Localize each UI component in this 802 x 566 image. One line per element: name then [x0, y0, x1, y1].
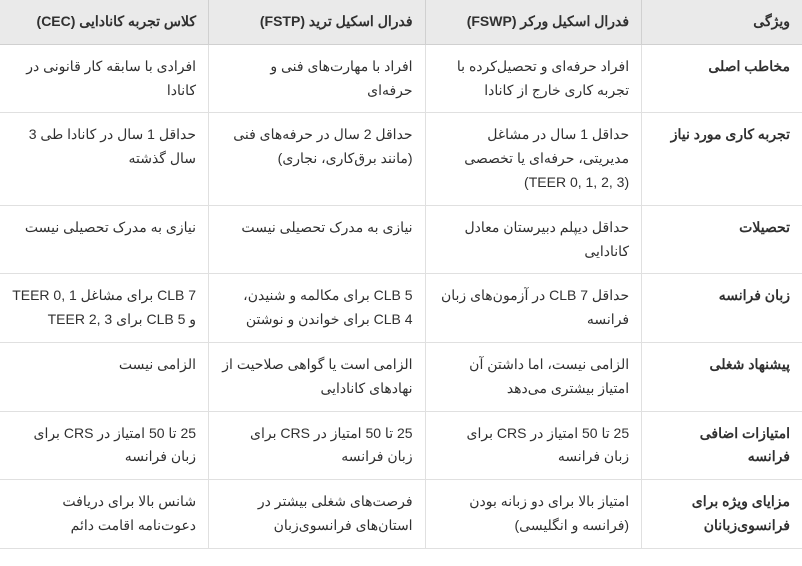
- cell-fstp: الزامی است یا گواهی صلاحیت از نهادهای کا…: [209, 342, 426, 411]
- table-row: تحصیلات حداقل دیپلم دبیرستان معادل کاناد…: [0, 205, 802, 274]
- cell-fswp: 25 تا 50 امتیاز در CRS برای زبان فرانسه: [425, 411, 642, 480]
- table-row: مخاطب اصلی افراد حرفه‌ای و تحصیل‌کرده با…: [0, 44, 802, 113]
- cell-fswp: افراد حرفه‌ای و تحصیل‌کرده با تجربه کاری…: [425, 44, 642, 113]
- row-label: تجربه کاری مورد نیاز: [642, 113, 802, 205]
- col-header-cec: کلاس تجربه کانادایی (CEC): [0, 0, 209, 44]
- table-row: امتیازات اضافی فرانسه 25 تا 50 امتیاز در…: [0, 411, 802, 480]
- cell-fstp: افراد با مهارت‌های فنی و حرفه‌ای: [209, 44, 426, 113]
- col-header-feature: ویژگی: [642, 0, 802, 44]
- cell-cec: CLB 7 برای مشاغل TEER 0, 1 و CLB 5 برای …: [0, 274, 209, 343]
- cell-fstp: 25 تا 50 امتیاز در CRS برای زبان فرانسه: [209, 411, 426, 480]
- comparison-table: ویژگی فدرال اسکیل ورکر (FSWP) فدرال اسکی…: [0, 0, 802, 549]
- col-header-fstp: فدرال اسکیل ترید (FSTP): [209, 0, 426, 44]
- table-row: مزایای ویژه برای فرانسوی‌زبانان امتیاز ب…: [0, 480, 802, 549]
- cell-cec: 25 تا 50 امتیاز در CRS برای زبان فرانسه: [0, 411, 209, 480]
- row-label: مزایای ویژه برای فرانسوی‌زبانان: [642, 480, 802, 549]
- table-body: مخاطب اصلی افراد حرفه‌ای و تحصیل‌کرده با…: [0, 44, 802, 548]
- cell-fstp: حداقل 2 سال در حرفه‌های فنی (مانند برق‌ک…: [209, 113, 426, 205]
- cell-cec: حداقل 1 سال در کانادا طی 3 سال گذشته: [0, 113, 209, 205]
- row-label: زبان فرانسه: [642, 274, 802, 343]
- comparison-table-container: ویژگی فدرال اسکیل ورکر (FSWP) فدرال اسکی…: [0, 0, 802, 549]
- table-row: زبان فرانسه حداقل CLB 7 در آزمون‌های زبا…: [0, 274, 802, 343]
- cell-fswp: حداقل CLB 7 در آزمون‌های زبان فرانسه: [425, 274, 642, 343]
- table-row: پیشنهاد شغلی الزامی نیست، اما داشتن آن ا…: [0, 342, 802, 411]
- cell-fstp: CLB 5 برای مکالمه و شنیدن، CLB 4 برای خو…: [209, 274, 426, 343]
- cell-fswp: امتیاز بالا برای دو زبانه بودن (فرانسه و…: [425, 480, 642, 549]
- table-header: ویژگی فدرال اسکیل ورکر (FSWP) فدرال اسکی…: [0, 0, 802, 44]
- row-label: پیشنهاد شغلی: [642, 342, 802, 411]
- cell-fswp: حداقل دیپلم دبیرستان معادل کانادایی: [425, 205, 642, 274]
- header-row: ویژگی فدرال اسکیل ورکر (FSWP) فدرال اسکی…: [0, 0, 802, 44]
- cell-fstp: فرصت‌های شغلی بیشتر در استان‌های فرانسوی…: [209, 480, 426, 549]
- cell-cec: شانس بالا برای دریافت دعوت‌نامه اقامت دا…: [0, 480, 209, 549]
- cell-cec: الزامی نیست: [0, 342, 209, 411]
- table-row: تجربه کاری مورد نیاز حداقل 1 سال در مشاغ…: [0, 113, 802, 205]
- col-header-fswp: فدرال اسکیل ورکر (FSWP): [425, 0, 642, 44]
- row-label: مخاطب اصلی: [642, 44, 802, 113]
- row-label: امتیازات اضافی فرانسه: [642, 411, 802, 480]
- cell-fswp: حداقل 1 سال در مشاغل مدیریتی، حرفه‌ای یا…: [425, 113, 642, 205]
- row-label: تحصیلات: [642, 205, 802, 274]
- cell-fswp: الزامی نیست، اما داشتن آن امتیاز بیشتری …: [425, 342, 642, 411]
- cell-cec: نیازی به مدرک تحصیلی نیست: [0, 205, 209, 274]
- cell-cec: افرادی با سابقه کار قانونی در کانادا: [0, 44, 209, 113]
- cell-fstp: نیازی به مدرک تحصیلی نیست: [209, 205, 426, 274]
